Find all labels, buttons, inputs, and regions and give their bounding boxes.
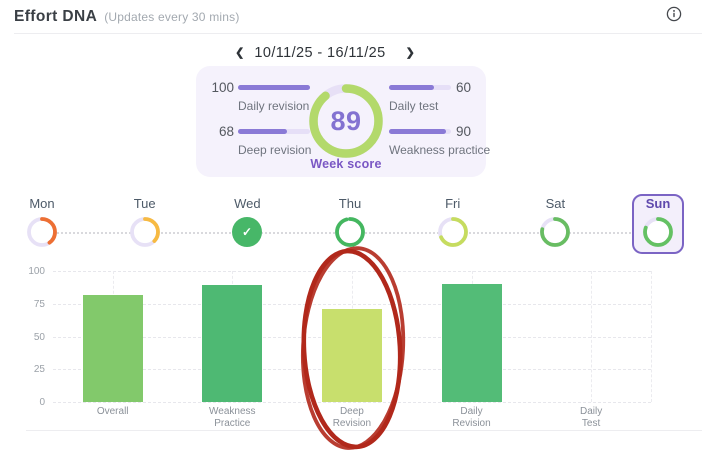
x-axis-label: Weakness Practice [209,406,256,429]
svg-text:✓: ✓ [242,225,252,239]
day-progress-ring [27,217,57,247]
gridline [351,271,353,402]
day-progress-ring [129,217,160,247]
day-progress-ring [643,217,673,247]
week-days-timeline: Mon Tue Wed ✓ Thu Fri Sat Sun [0,194,702,258]
metric-value: 100 [211,80,234,95]
page-subtitle: (Updates every 30 mins) [104,10,240,24]
day-progress-ring [540,217,571,247]
prev-week-button[interactable]: ❮ [235,47,245,59]
metric-label: Weakness practice [389,143,491,157]
x-axis-label: Daily Revision [452,406,491,429]
gridline [471,271,473,402]
header-divider [14,33,702,34]
bar-weakness-practice [202,285,263,402]
date-navigation: ❮ 10/11/25 - 16/11/25 ❯ [0,44,702,61]
gridline [112,271,114,402]
gridline [53,369,651,371]
day-item-sat[interactable]: Sat [525,194,585,256]
gridline [651,271,652,402]
next-week-button[interactable]: ❯ [405,47,415,59]
week-score-value: 89 [330,105,362,136]
y-axis-tick: 25 [33,364,45,376]
metric-value: 60 [456,80,472,95]
day-item-wed[interactable]: Wed ✓ [217,194,277,256]
bar-daily-revision [441,284,502,402]
week-score-card: 100 Daily revision 68 Deep revision 60 D… [196,66,490,177]
metric-weakness-practice: 90 Weakness practice [389,124,490,157]
metric-deep-revision: 68 Deep revision [208,124,311,157]
metric-value: 68 [218,124,234,139]
bar-overall [82,294,143,402]
day-label: Thu [338,196,362,211]
metric-label: Daily test [389,99,439,113]
metric-bar [238,85,310,90]
metric-label: Daily revision [238,99,310,113]
day-item-sun[interactable]: Sun [628,194,688,256]
week-score-label: Week score [310,157,382,171]
day-progress-ring [335,217,365,247]
metric-bar [389,85,451,90]
day-label: Sun [645,196,671,211]
panel-header: Effort DNA (Updates every 30 mins) [14,8,240,26]
gridline [591,271,593,402]
metric-bar [389,129,451,134]
day-label: Wed [234,196,261,211]
bottom-divider [26,430,702,431]
y-axis-tick: 75 [33,298,45,310]
x-axis-label: Daily Test [579,406,603,429]
info-icon[interactable] [666,6,682,22]
gridline [53,402,651,403]
hand-drawn-circle-annotation [300,246,406,450]
metric-value: 90 [456,124,472,139]
y-axis-tick: 50 [33,331,45,343]
date-range-label: 10/11/25 - 16/11/25 [254,44,386,61]
day-label: Fri [445,196,461,211]
day-label: Tue [133,196,156,211]
gridline [53,271,651,272]
metric-daily-revision: 100 Daily revision [208,80,310,113]
day-item-thu[interactable]: Thu [320,194,380,256]
metric-bar [238,129,310,134]
bar-deep-revision [321,308,382,402]
y-axis-tick: 100 [28,266,45,277]
metric-daily-test: 60 Daily test [389,80,471,113]
day-item-tue[interactable]: Tue [115,194,175,256]
gridline [53,336,651,338]
day-item-mon[interactable]: Mon [12,194,72,256]
day-item-fri[interactable]: Fri [423,194,483,256]
day-label: Mon [29,196,55,211]
week-score-ring [309,84,383,158]
metric-label: Deep revision [238,143,312,157]
page-title: Effort DNA [14,8,98,25]
day-label: Sat [545,196,566,211]
gridline [232,271,234,402]
x-axis-label: Overall [96,406,129,417]
day-progress-ring [437,217,468,247]
gridline [53,303,651,305]
x-axis-label: Deep Revision [332,406,372,429]
y-axis-tick: 0 [39,397,45,408]
day-completed-icon: ✓ [232,217,263,247]
